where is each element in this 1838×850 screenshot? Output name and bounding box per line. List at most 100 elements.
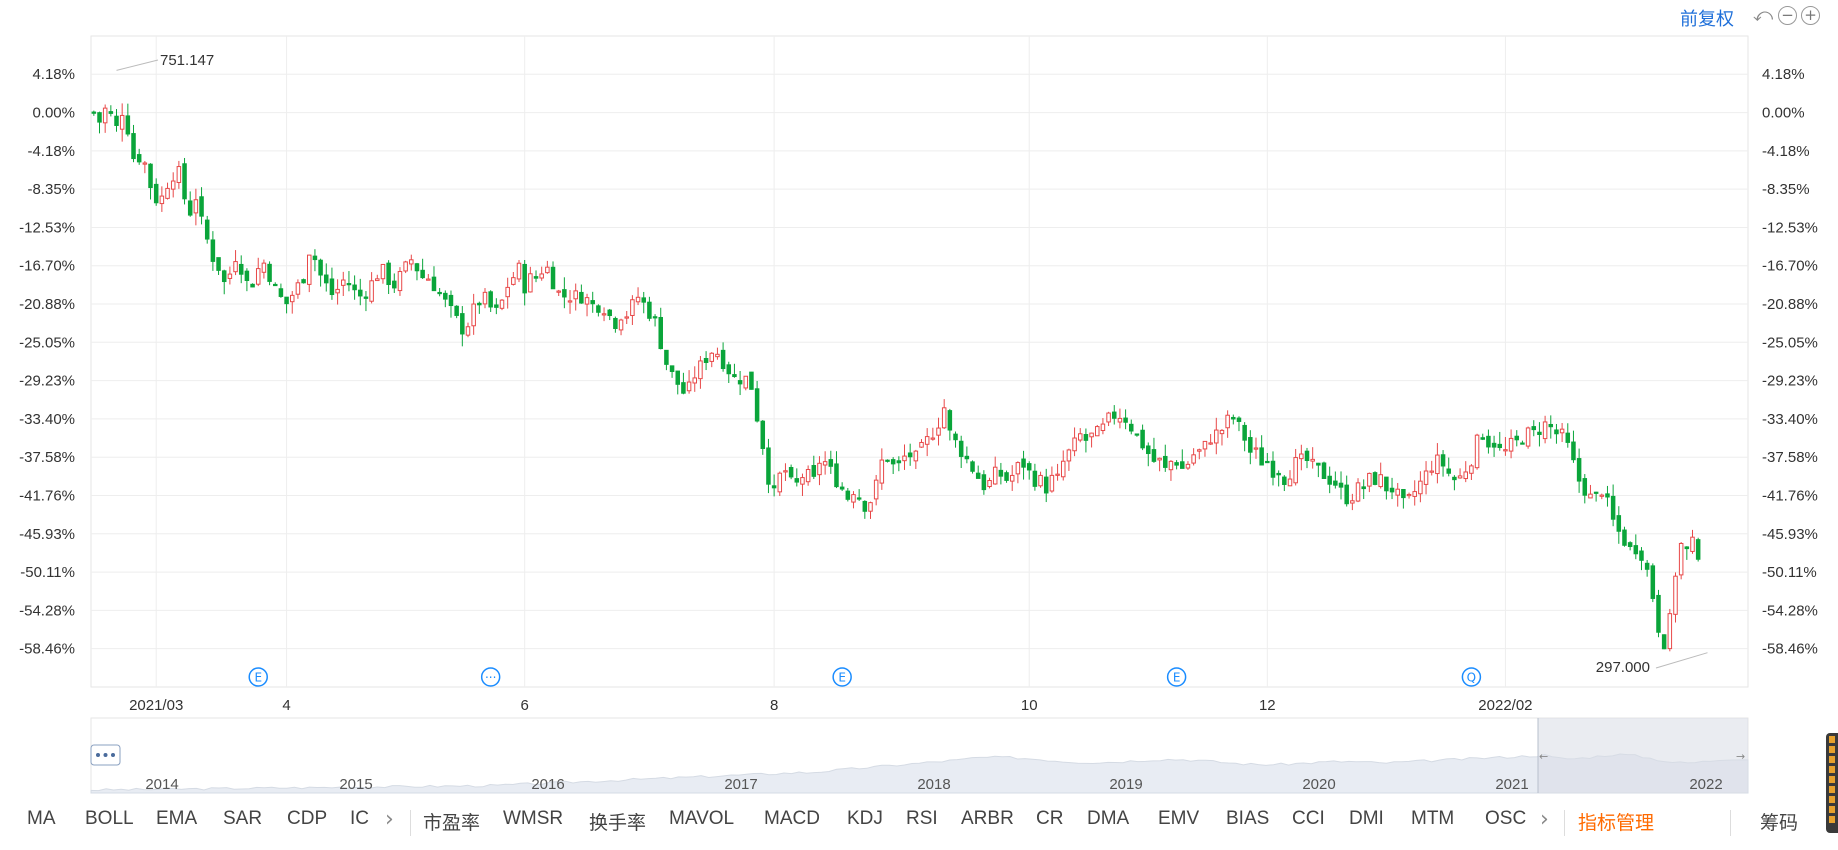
event-marker-icon[interactable] (248, 667, 268, 687)
candle-body[interactable] (958, 440, 964, 457)
candle-body[interactable] (522, 263, 527, 294)
candle-body[interactable] (698, 360, 703, 380)
candle-body[interactable] (437, 291, 442, 295)
candle-body[interactable] (460, 313, 465, 335)
candle-body[interactable] (658, 316, 663, 350)
chevron-right-icon[interactable]: › (385, 807, 394, 832)
candle-body[interactable] (556, 290, 561, 293)
tab-emv[interactable]: EMV (1158, 808, 1200, 829)
candle-body[interactable] (511, 277, 516, 285)
candle-body[interactable] (289, 294, 295, 303)
candle-body[interactable] (1582, 478, 1588, 496)
candle-body[interactable] (1197, 449, 1202, 452)
candle-body[interactable] (1690, 536, 1695, 552)
candle-body[interactable] (868, 502, 873, 512)
candle-body[interactable] (1140, 429, 1145, 449)
candle-body[interactable] (1486, 435, 1491, 448)
candle-body[interactable] (1287, 478, 1293, 487)
candle-body[interactable] (1168, 460, 1174, 471)
candle-body[interactable] (970, 461, 975, 472)
candle-body[interactable] (1520, 442, 1525, 445)
candle-body[interactable] (1457, 475, 1463, 479)
candle-body[interactable] (1236, 417, 1242, 422)
navigator-handle-right-arrow[interactable]: → (1736, 750, 1745, 763)
candle-body[interactable] (1321, 462, 1327, 479)
candle-body[interactable] (562, 289, 567, 298)
candle-body[interactable] (494, 304, 499, 308)
candle-body[interactable] (1452, 476, 1457, 481)
candle-body[interactable] (1361, 486, 1366, 490)
candle-body[interactable] (386, 262, 391, 286)
candle-body[interactable] (306, 254, 312, 285)
candle-body[interactable] (1503, 449, 1508, 452)
candle-body[interactable] (375, 278, 380, 282)
candle-body[interactable] (352, 284, 357, 291)
candle-body[interactable] (834, 463, 839, 488)
candle-body[interactable] (1401, 489, 1406, 499)
candle-body[interactable] (896, 460, 902, 464)
candle-body[interactable] (715, 353, 720, 358)
candle-body[interactable] (981, 474, 987, 491)
candle-body[interactable] (1174, 462, 1179, 466)
event-marker-icon[interactable] (1461, 667, 1482, 687)
tab-dmi[interactable]: DMI (1349, 808, 1384, 829)
candle-body[interactable] (1066, 449, 1072, 462)
candle-body[interactable] (136, 154, 142, 163)
candle-body[interactable] (924, 436, 930, 445)
candle-body[interactable] (91, 111, 97, 114)
candle-body[interactable] (1384, 476, 1389, 492)
candle-body[interactable] (516, 262, 522, 280)
price-adjust-link[interactable]: 前复权 (1680, 9, 1734, 30)
candle-body[interactable] (267, 263, 272, 282)
event-marker-icon[interactable] (832, 667, 852, 687)
candle-body[interactable] (1111, 411, 1117, 419)
tab-chips[interactable]: 筹码 (1760, 813, 1799, 834)
candle-body[interactable] (131, 133, 136, 160)
candle-body[interactable] (1225, 414, 1230, 429)
candle-body[interactable] (153, 183, 159, 204)
candle-body[interactable] (465, 326, 471, 336)
candle-body[interactable] (1537, 431, 1542, 435)
candle-body[interactable] (227, 273, 233, 279)
candle-body[interactable] (335, 288, 340, 294)
candle-body[interactable] (341, 279, 346, 286)
candle-body[interactable] (1242, 424, 1247, 441)
candle-body[interactable] (1129, 423, 1134, 432)
candle-body[interactable] (1344, 484, 1349, 505)
candle-body[interactable] (913, 450, 919, 462)
candle-body[interactable] (907, 452, 913, 458)
candle-body[interactable] (703, 357, 709, 363)
candle-body[interactable] (426, 278, 431, 281)
candle-body[interactable] (1185, 463, 1191, 469)
candle-body[interactable] (1644, 562, 1650, 570)
candle-body[interactable] (579, 291, 584, 304)
candle-body[interactable] (618, 319, 624, 331)
candle-body[interactable] (613, 317, 618, 329)
navigator-selection[interactable] (1538, 718, 1748, 793)
candle-body[interactable] (754, 388, 760, 422)
candle-body[interactable] (363, 296, 369, 299)
candle-body[interactable] (1406, 493, 1412, 497)
candle-body[interactable] (1276, 472, 1281, 476)
candle-body[interactable] (1656, 594, 1661, 633)
candle-body[interactable] (1157, 457, 1162, 461)
candle-body[interactable] (528, 273, 533, 293)
candle-body[interactable] (590, 300, 595, 305)
tab-macd[interactable]: MACD (764, 808, 820, 829)
tab-osc[interactable]: OSC (1485, 808, 1527, 829)
candle-body[interactable] (454, 305, 459, 316)
tab-sar[interactable]: SAR (223, 808, 263, 829)
candle-body[interactable] (443, 292, 448, 300)
candle-body[interactable] (255, 268, 261, 285)
candle-body[interactable] (250, 283, 255, 288)
candle-body[interactable] (505, 286, 510, 298)
candle-body[interactable] (1565, 432, 1571, 443)
candle-body[interactable] (828, 459, 834, 467)
candle-body[interactable] (783, 470, 788, 473)
candle-body[interactable] (822, 461, 828, 466)
candle-body[interactable] (403, 261, 408, 272)
candle-body[interactable] (596, 305, 601, 313)
candle-body[interactable] (216, 257, 221, 271)
candle-body[interactable] (204, 219, 210, 240)
candle-body[interactable] (726, 364, 732, 375)
